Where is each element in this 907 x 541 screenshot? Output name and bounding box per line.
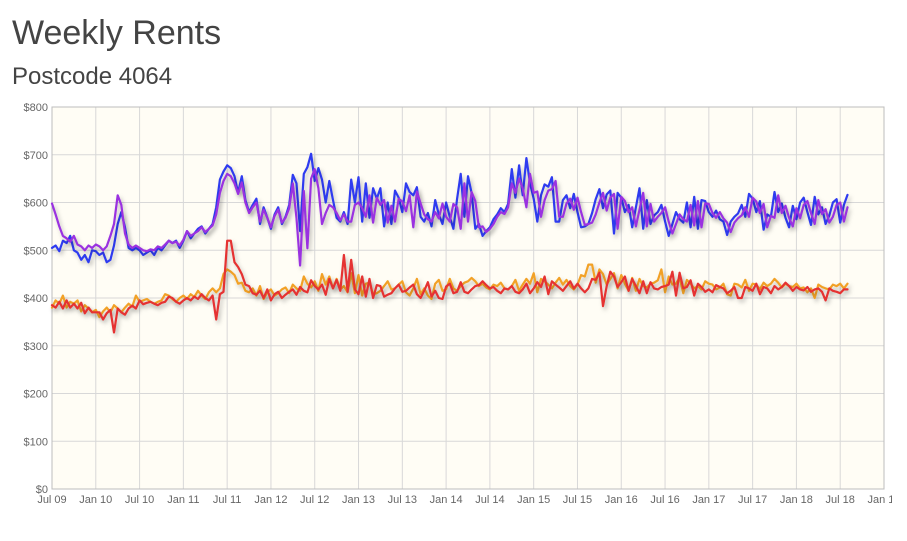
x-axis-label: Jul 09 (37, 494, 66, 506)
rents-line-chart: $0$100$200$300$400$500$600$700$800Jul 09… (12, 99, 895, 513)
page-subtitle: Postcode 4064 (12, 63, 895, 91)
x-axis-label: Jan 11 (167, 494, 199, 506)
x-axis-label: Jan 13 (342, 494, 375, 506)
y-axis-label: $200 (24, 389, 48, 401)
x-axis-label: Jul 10 (125, 494, 154, 506)
x-axis-label: Jan 10 (79, 494, 112, 506)
x-axis-label: Jan 17 (692, 494, 725, 506)
x-axis-label: Jul 11 (213, 494, 242, 506)
y-axis-label: $800 (24, 102, 48, 114)
x-axis-label: Jan 15 (517, 494, 550, 506)
y-axis-label: $400 (24, 293, 48, 305)
x-axis-label: Jul 16 (650, 494, 679, 506)
y-axis-label: $700 (24, 150, 48, 162)
x-axis-label: Jul 17 (738, 494, 767, 506)
x-axis-label: Jul 18 (826, 494, 855, 506)
y-axis-label: $300 (24, 341, 48, 353)
x-axis-label: Jul 13 (388, 494, 417, 506)
y-axis-label: $600 (24, 198, 48, 210)
x-axis-label: Jan 14 (430, 494, 463, 506)
x-axis-label: Jan 19 (867, 494, 892, 506)
x-axis-label: Jan 16 (605, 494, 638, 506)
x-axis-label: Jul 12 (300, 494, 329, 506)
x-axis-label: Jan 18 (780, 494, 813, 506)
chart-svg: $0$100$200$300$400$500$600$700$800Jul 09… (12, 99, 892, 513)
x-axis-label: Jul 15 (563, 494, 592, 506)
y-axis-label: $100 (24, 436, 48, 448)
x-axis-label: Jul 14 (475, 494, 504, 506)
page-title: Weekly Rents (12, 14, 895, 53)
y-axis-label: $500 (24, 245, 48, 257)
x-axis-label: Jan 12 (254, 494, 287, 506)
